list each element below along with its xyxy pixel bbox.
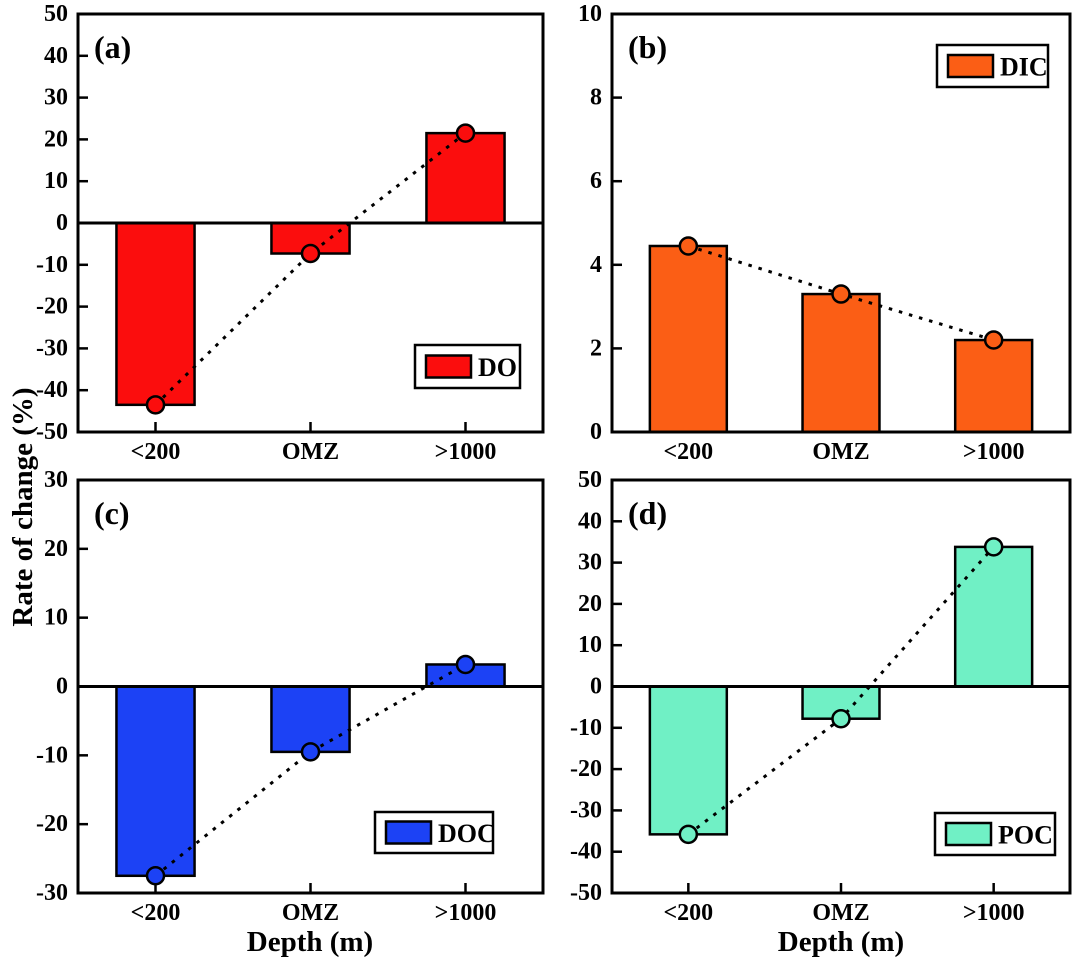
x-axis-title-right: Depth (m)	[777, 926, 905, 958]
panel-letter-a: (a)	[94, 29, 131, 65]
y-tick-label--20: -20	[36, 294, 68, 320]
marker-DOC->1000	[455, 654, 476, 675]
marker-DOC-<200	[145, 866, 166, 886]
y-tick-label-40: 40	[44, 43, 68, 69]
plot-border	[610, 12, 1072, 434]
plot-border	[76, 478, 545, 895]
y-tick-label-30: 30	[44, 470, 68, 493]
x-category-label-OMZ: OMZ	[812, 900, 869, 926]
chart-panel-a-do: 50 40 30 20 10 0 -10 -20 -30 -40 -50 <200 OMZ >1000 (a…	[36, 1, 545, 465]
y-tick-label-20: 20	[44, 536, 68, 562]
y-tick-label-30: 30	[44, 85, 68, 111]
bar-DO-<200	[115, 221, 196, 407]
x-category-label-OMZ: OMZ	[282, 900, 339, 926]
x-category-label->1000: >1000	[435, 900, 497, 926]
chart-panel-b-dic: 10 8 6 4 2 0 <200 OMZ >1000 (b) DIC	[578, 1, 1072, 465]
plot-border	[76, 12, 545, 434]
y-tick-label--30: -30	[36, 880, 68, 906]
y-tick-label--40: -40	[36, 377, 68, 403]
x-category-label-<200: <200	[131, 900, 181, 926]
marker-POC->1000	[983, 537, 1004, 557]
x-category-label-OMZ: OMZ	[282, 439, 339, 465]
bar-POC->1000	[953, 545, 1034, 688]
legend-swatch-POC	[944, 821, 993, 847]
legend-label-DOC: DOC	[438, 819, 496, 848]
trend-line-DO	[154, 131, 467, 406]
y-tick-label-40: 40	[578, 508, 602, 534]
y-tick-label-10: 10	[578, 1, 602, 27]
chart-panel-c-doc: 30 20 10 0 -10 -20 -30 <200 OMZ >1000 (c) DOC	[36, 470, 545, 926]
y-tick-label--30: -30	[36, 335, 68, 361]
bar-DIC-OMZ	[801, 292, 881, 434]
y-tick-label--20: -20	[36, 811, 68, 837]
y-tick-label-10: 10	[44, 605, 68, 631]
y-tick-label-10: 10	[578, 632, 602, 658]
x-category-label->1000: >1000	[963, 900, 1025, 926]
y-tick-label--40: -40	[570, 839, 602, 865]
panel-letter-b: (b)	[628, 29, 667, 65]
trend-line-DOC	[154, 663, 467, 877]
y-tick-label-0: 0	[56, 674, 68, 700]
y-tick-label-10: 10	[44, 168, 68, 194]
x-category-label-<200: <200	[131, 439, 181, 465]
y-tick-label-6: 6	[590, 168, 602, 194]
y-tick-label-50: 50	[44, 1, 68, 27]
x-category-label-<200: <200	[663, 900, 713, 926]
legend-swatch-DO	[424, 354, 473, 379]
y-tick-label--10: -10	[36, 252, 68, 278]
x-category-label-<200: <200	[663, 439, 713, 465]
y-tick-label-20: 20	[578, 591, 602, 617]
y-tick-label-0: 0	[56, 210, 68, 236]
panel-letter-c: (c)	[94, 495, 130, 531]
x-category-label->1000: >1000	[435, 439, 497, 465]
bar-DIC-<200	[648, 244, 729, 434]
x-category-label-OMZ: OMZ	[812, 439, 869, 465]
y-tick-label-0: 0	[590, 674, 602, 700]
x-category-label->1000: >1000	[963, 439, 1025, 465]
y-tick-label--20: -20	[570, 756, 602, 782]
y-tick-label--30: -30	[570, 797, 602, 823]
y-tick-label-0: 0	[590, 419, 602, 445]
marker-DIC->1000	[983, 330, 1004, 350]
legend-label-POC: POC	[998, 821, 1053, 850]
legend-swatch-DOC	[384, 820, 433, 845]
bar-DIC->1000	[953, 338, 1034, 434]
y-tick-label-2: 2	[590, 335, 602, 361]
marker-DIC-OMZ	[831, 284, 851, 304]
bar-DOC-OMZ	[270, 685, 351, 754]
marker-POC-<200	[678, 824, 699, 845]
plot-border	[610, 478, 1072, 895]
legend-swatch-DIC	[946, 53, 995, 79]
x-axis-title-left: Depth (m)	[246, 926, 374, 958]
y-tick-label-20: 20	[44, 126, 68, 152]
legend-label-DIC: DIC	[1000, 53, 1048, 82]
marker-DOC-OMZ	[300, 742, 321, 762]
y-tick-label--50: -50	[570, 880, 602, 906]
chart-panel-d-poc: 50 40 30 20 10 0 -10 -20 -30 -40 -50 <200 OMZ >1000 (d…	[570, 470, 1072, 926]
y-tick-label--10: -10	[570, 715, 602, 741]
legend-label-DO: DO	[478, 353, 517, 382]
marker-DO-<200	[145, 395, 166, 415]
y-tick-label-50: 50	[578, 470, 602, 493]
y-tick-label-30: 30	[578, 550, 602, 576]
y-tick-label--10: -10	[36, 742, 68, 768]
marker-DO-OMZ	[300, 243, 321, 264]
y-tick-label--50: -50	[36, 419, 68, 445]
marker-POC-OMZ	[831, 708, 851, 729]
marker-DO->1000	[455, 123, 476, 143]
y-tick-label-4: 4	[590, 252, 602, 278]
bar-DOC-<200	[115, 685, 196, 878]
panel-letter-d: (d)	[628, 495, 667, 531]
y-tick-label-8: 8	[590, 85, 602, 111]
marker-DIC-<200	[678, 236, 699, 256]
bar-DO->1000	[425, 131, 506, 225]
